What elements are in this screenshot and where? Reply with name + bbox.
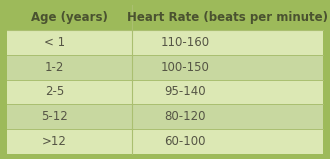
Text: 100-150: 100-150	[161, 61, 210, 74]
Bar	[7, 104, 132, 129]
Text: 5-12: 5-12	[41, 110, 68, 123]
Text: Age (years): Age (years)	[31, 11, 108, 24]
Bar	[7, 129, 132, 154]
Bar	[7, 5, 323, 30]
Text: 2-5: 2-5	[45, 85, 64, 98]
Text: 80-120: 80-120	[165, 110, 206, 123]
Bar	[132, 129, 323, 154]
Bar	[7, 55, 132, 80]
Text: >12: >12	[42, 135, 67, 148]
Text: 95-140: 95-140	[164, 85, 206, 98]
Bar	[7, 80, 132, 104]
Text: 1-2: 1-2	[45, 61, 64, 74]
Bar	[132, 30, 323, 55]
Bar	[132, 55, 323, 80]
Bar	[132, 104, 323, 129]
Text: Heart Rate (beats per minute): Heart Rate (beats per minute)	[127, 11, 328, 24]
Bar	[7, 30, 132, 55]
Bar	[132, 80, 323, 104]
Text: 110-160: 110-160	[161, 36, 210, 49]
Text: < 1: < 1	[44, 36, 65, 49]
Text: 60-100: 60-100	[165, 135, 206, 148]
